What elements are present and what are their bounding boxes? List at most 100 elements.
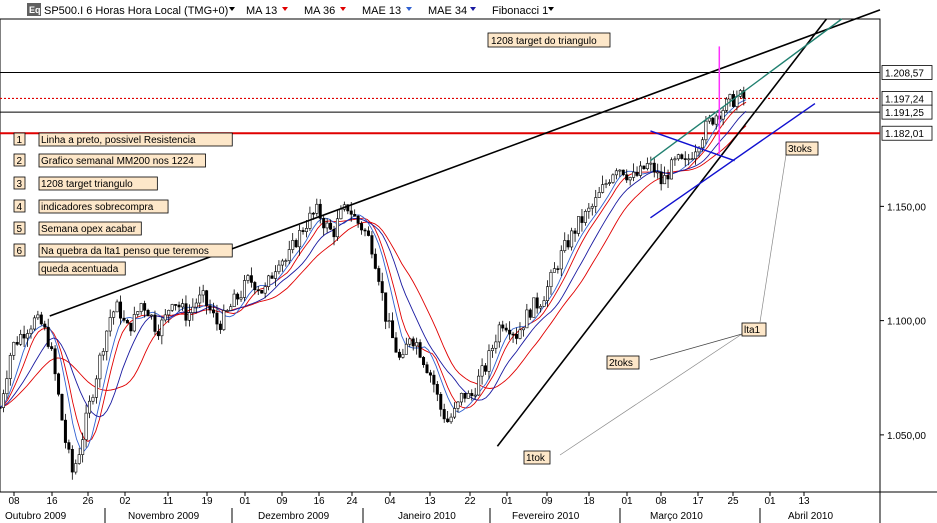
symbol-icon[interactable] [27, 3, 41, 16]
candle-body [669, 159, 673, 180]
target-label: 1208 target do triangulo [491, 36, 597, 47]
candle-body [335, 218, 339, 238]
candle-body [12, 342, 16, 356]
trendline-resistencia[interactable] [49, 9, 881, 317]
indicator-dropdown-icon[interactable] [548, 7, 554, 11]
candle-body [36, 314, 40, 319]
indicator-dropdown-icon[interactable] [406, 7, 412, 11]
candle-body [60, 393, 64, 421]
candle-body [687, 158, 691, 161]
candle-body [645, 163, 649, 170]
candle-body [198, 294, 202, 304]
candle-body [601, 184, 605, 193]
candle-body [704, 120, 708, 141]
trendline-lta1[interactable] [496, 18, 828, 447]
candle-body [325, 222, 329, 229]
candle-body [287, 249, 291, 261]
candle-body [680, 154, 684, 159]
x-day-label: 01 [764, 496, 776, 507]
candle-body [246, 275, 250, 281]
price-axis[interactable]: 1.050,00 1.100,00 1.150,00 [880, 202, 926, 442]
candle-body [160, 319, 164, 337]
3toks-pointer [759, 154, 787, 323]
note-number: 2 [17, 156, 23, 167]
candle-body [552, 268, 556, 273]
candle-body [391, 320, 395, 339]
price-level-box [881, 125, 933, 141]
candle-body [322, 218, 326, 229]
candle-body [442, 409, 446, 420]
candle-body [43, 323, 47, 328]
candle-body [74, 463, 78, 473]
x-day-label: 11 [163, 496, 174, 507]
indicator-ma-13[interactable]: MA 13 [246, 5, 277, 17]
candle-body [742, 90, 746, 99]
indicator-dropdown-icon[interactable] [340, 7, 346, 11]
candle-body [260, 290, 264, 294]
candle-body [242, 280, 246, 298]
candle-body [339, 208, 343, 220]
candle-body [236, 293, 240, 300]
candle-body [428, 372, 432, 376]
candle-body [659, 171, 663, 185]
note-number-box [13, 176, 26, 190]
note-number-box [13, 221, 26, 235]
candle-body [638, 165, 642, 176]
1tok-label: 1tok [526, 453, 546, 464]
price-level-box [881, 104, 933, 120]
candle-body [418, 342, 422, 358]
note-text-box [38, 153, 206, 168]
candle-body [101, 351, 105, 356]
candle-body [411, 338, 415, 347]
lta1-label: lta1 [744, 325, 761, 336]
x-month-label: Dezembro 2009 [258, 511, 330, 522]
candle-body [408, 338, 412, 345]
candle-body [187, 312, 191, 321]
candle-body [611, 174, 615, 183]
candle-body [256, 289, 260, 292]
y-tick-label: 1.050,00 [887, 431, 926, 442]
indicator-mae-13[interactable]: MAE 13 [362, 5, 401, 17]
time-axis[interactable]: 08 16 26 02 11 19 01 09 16 24 04 13 22 01 09 18 01 08 17 25… [5, 492, 833, 523]
candle-body [81, 439, 85, 455]
price-level-box [881, 65, 933, 80]
candle-body [0, 407, 2, 409]
candle-body [690, 158, 694, 160]
note-text: indicadores sobrecompra [41, 202, 154, 213]
indicator-dropdown-icon[interactable] [470, 7, 476, 11]
candle-body [439, 394, 443, 410]
note-text: Grafico semanal MM200 nos 1224 [41, 156, 194, 167]
lta1-box [741, 322, 767, 337]
candle-body [556, 268, 560, 270]
candle-body [511, 333, 515, 336]
indicator-ma-36[interactable]: MA 36 [304, 5, 335, 17]
trendline-canal-superior[interactable] [650, 18, 843, 162]
candle-body [504, 327, 508, 331]
symbol-title[interactable]: SP500.I 6 Horas Hora Local (TMG+0) [44, 5, 228, 17]
candle-body [528, 309, 532, 318]
candle-body [666, 175, 670, 180]
candle-body [652, 162, 656, 173]
candle-body [143, 303, 147, 311]
x-day-label: 01 [621, 496, 633, 507]
candle-body [349, 210, 353, 215]
token-annotations: lta1 2toks 1tok 3toks [523, 141, 819, 465]
candle-body [573, 230, 577, 234]
x-day-label: 09 [541, 496, 553, 507]
indicator-fibonacci-1[interactable]: Fibonacci 1 [492, 5, 548, 17]
header: Eq SP500.I 6 Horas Hora Local (TMG+0) MA… [27, 3, 554, 17]
candle-body [397, 351, 401, 358]
candle-body [156, 331, 160, 337]
candle-body [167, 310, 171, 316]
x-day-label: 16 [46, 496, 58, 507]
symbol-dropdown-icon[interactable] [229, 7, 235, 11]
indicator-dropdown-icon[interactable] [282, 7, 288, 11]
candle-body [8, 355, 12, 379]
candle-body [577, 216, 581, 234]
candle-body [119, 301, 123, 319]
candle-body [222, 310, 226, 330]
x-month-label: Novembro 2009 [128, 511, 200, 522]
trendline-linha-azul-2[interactable] [650, 130, 735, 162]
candle-body [1, 393, 5, 408]
indicator-mae-34[interactable]: MAE 34 [428, 5, 467, 17]
